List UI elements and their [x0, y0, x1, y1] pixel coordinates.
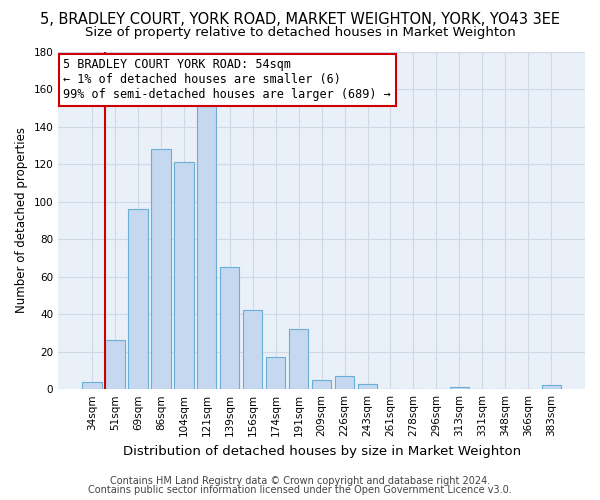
Bar [358, 384, 377, 389]
Text: Size of property relative to detached houses in Market Weighton: Size of property relative to detached ho… [85, 26, 515, 39]
Text: Contains HM Land Registry data © Crown copyright and database right 2024.: Contains HM Land Registry data © Crown c… [110, 476, 490, 486]
Bar [82, 382, 101, 389]
Bar [266, 358, 286, 389]
Bar [449, 388, 469, 389]
Bar [197, 106, 217, 389]
Bar [174, 162, 194, 389]
Bar [151, 149, 170, 389]
Bar [105, 340, 125, 389]
X-axis label: Distribution of detached houses by size in Market Weighton: Distribution of detached houses by size … [122, 444, 521, 458]
Text: 5, BRADLEY COURT, YORK ROAD, MARKET WEIGHTON, YORK, YO43 3EE: 5, BRADLEY COURT, YORK ROAD, MARKET WEIG… [40, 12, 560, 28]
Bar [243, 310, 262, 389]
Bar [335, 376, 355, 389]
Bar [220, 267, 239, 389]
Y-axis label: Number of detached properties: Number of detached properties [15, 128, 28, 314]
Bar [542, 386, 561, 389]
Text: 5 BRADLEY COURT YORK ROAD: 54sqm
← 1% of detached houses are smaller (6)
99% of : 5 BRADLEY COURT YORK ROAD: 54sqm ← 1% of… [64, 58, 391, 102]
Text: Contains public sector information licensed under the Open Government Licence v3: Contains public sector information licen… [88, 485, 512, 495]
Bar [128, 209, 148, 389]
Bar [312, 380, 331, 389]
Bar [289, 329, 308, 389]
